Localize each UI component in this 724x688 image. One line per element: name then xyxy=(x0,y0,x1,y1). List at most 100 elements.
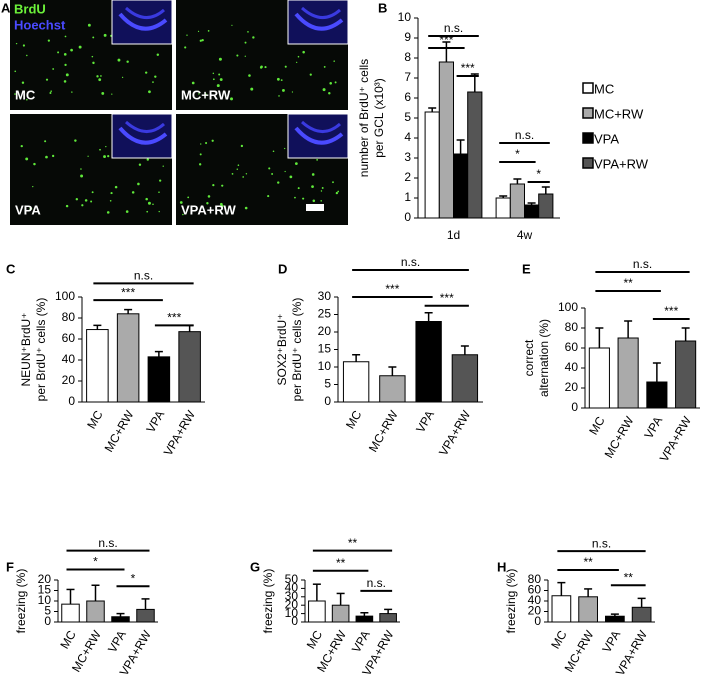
significance-label: *** xyxy=(167,311,181,325)
error-bar xyxy=(428,107,437,112)
error-bar xyxy=(352,354,361,362)
cell-dot xyxy=(332,181,334,184)
y-tick-label: 20 xyxy=(285,597,299,611)
cell-dot xyxy=(70,48,73,52)
error-bar xyxy=(154,350,163,357)
bar xyxy=(524,204,540,219)
cell-dot xyxy=(45,155,48,159)
cell-dot xyxy=(231,173,234,175)
panel-letter: C xyxy=(6,261,16,276)
error-bar xyxy=(456,139,465,154)
y-tick-label: 4 xyxy=(404,130,411,144)
y-tick-label: 0 xyxy=(291,614,298,628)
significance-label: ** xyxy=(623,276,633,290)
error-bar xyxy=(541,186,550,194)
cell-dot xyxy=(107,154,110,158)
significance-label: n.s. xyxy=(401,255,420,269)
cell-dot xyxy=(47,39,50,42)
cell-dot xyxy=(335,191,338,195)
y-tick-label: 2 xyxy=(404,170,411,184)
cell-dot xyxy=(272,150,275,153)
cell-dot xyxy=(212,72,215,75)
error-bar xyxy=(681,327,690,341)
error-bar xyxy=(652,362,661,382)
cell-dot xyxy=(252,36,255,39)
bar xyxy=(86,329,109,403)
cell-dot xyxy=(111,93,113,95)
significance-label: *** xyxy=(121,285,135,299)
cell-dot xyxy=(32,186,34,188)
cell-dot xyxy=(271,172,274,175)
bar xyxy=(331,604,350,623)
cell-dot xyxy=(320,200,322,202)
cell-dot xyxy=(152,203,154,205)
error-bar xyxy=(336,592,345,606)
cell-dot xyxy=(206,202,209,205)
cell-dot xyxy=(145,71,148,74)
y-tick-label: 0 xyxy=(44,614,51,628)
y-axis-label: alternation (%) xyxy=(537,319,551,397)
cell-dot xyxy=(320,190,323,192)
y-tick-label: 0 xyxy=(534,614,541,628)
cell-dot xyxy=(91,191,94,194)
cell-dot xyxy=(126,60,129,63)
error-bar xyxy=(460,345,469,355)
error-bar xyxy=(66,588,75,605)
cell-dot xyxy=(297,55,300,58)
bar xyxy=(355,615,374,623)
bar xyxy=(588,347,610,409)
cell-dot xyxy=(145,197,148,201)
cell-dot xyxy=(204,93,207,96)
cell-dot xyxy=(268,167,271,170)
y-axis-label: per BrdU⁺ cells (%) xyxy=(290,298,304,402)
cell-dot xyxy=(328,92,331,95)
panel-letter: F xyxy=(6,559,14,574)
cell-dot xyxy=(197,30,200,32)
y-tick-label: 1 xyxy=(404,190,411,204)
cell-dot xyxy=(78,45,82,49)
legend-label: VPA xyxy=(594,131,619,146)
bar xyxy=(415,321,442,403)
legend-swatch xyxy=(582,157,594,169)
error-bar xyxy=(637,597,646,608)
cell-dot xyxy=(322,88,326,92)
y-tick-label: 60 xyxy=(565,340,579,354)
cell-dot xyxy=(244,55,246,57)
inset-structure xyxy=(118,12,168,31)
legend-swatch xyxy=(582,107,594,119)
x-tick-label: MC+RW xyxy=(102,408,137,455)
bar xyxy=(675,340,697,409)
cell-dot xyxy=(25,157,29,161)
cell-dot xyxy=(45,78,49,81)
y-tick-label: 10 xyxy=(398,10,412,24)
significance-label: ** xyxy=(624,570,634,584)
significance-label: ** xyxy=(583,555,593,569)
y-tick-label: 80 xyxy=(62,310,76,324)
y-tick-label: 20 xyxy=(38,572,52,586)
cell-dot xyxy=(316,158,318,161)
significance-label: * xyxy=(515,147,520,161)
y-tick-label: 7 xyxy=(404,70,411,84)
stain-label: BrdU xyxy=(14,1,46,16)
y-tick-label: 30 xyxy=(318,289,332,303)
cell-dot xyxy=(51,154,55,158)
y-tick-label: 60 xyxy=(62,331,76,345)
legend-label: VPA+RW xyxy=(594,156,649,171)
significance-label: * xyxy=(131,571,136,585)
y-tick-label: 40 xyxy=(565,360,579,374)
cell-dot xyxy=(146,210,149,213)
cell-dot xyxy=(218,57,222,61)
bar xyxy=(438,61,454,219)
inset-structure xyxy=(294,126,344,145)
bar xyxy=(116,313,140,403)
cell-dot xyxy=(334,81,337,84)
y-axis-label: correct xyxy=(522,339,536,376)
y-axis-label: per BrdU⁺ cells (%) xyxy=(34,298,48,402)
panel-letter: E xyxy=(522,261,531,276)
cell-dot xyxy=(236,54,239,57)
significance-label: *** xyxy=(439,33,453,47)
cell-dot xyxy=(64,63,67,67)
cell-dot xyxy=(280,79,283,82)
y-tick-label: 15 xyxy=(38,583,52,597)
y-tick-label: 5 xyxy=(44,604,51,618)
